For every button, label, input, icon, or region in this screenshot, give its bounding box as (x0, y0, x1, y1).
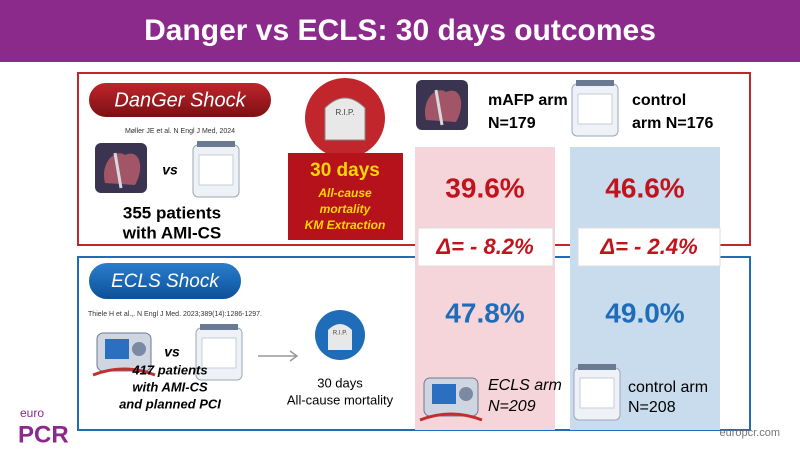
danger-box (77, 72, 751, 246)
endpoint: All-cause mortality (287, 392, 394, 407)
tombstone (328, 324, 352, 350)
endpoint: mortality (320, 202, 372, 216)
arrow (258, 350, 299, 362)
title: Danger vs ECLS: 30 days outcomes (144, 14, 656, 47)
logo-top: euro (20, 406, 44, 420)
reference: Thiele H et al.,. N Engl J Med. 2023;389… (88, 311, 262, 318)
mortality: 47.8% (445, 297, 524, 328)
arm-name: mAFP arm (488, 92, 568, 109)
rip: R.I.P. (333, 331, 348, 337)
mortality: 46.6% (605, 172, 684, 203)
ecls-box (77, 256, 751, 431)
vs: vs (164, 344, 180, 360)
title-bar (0, 0, 800, 62)
heart-image (414, 78, 470, 132)
endpoint: 30 days (317, 375, 363, 390)
heart-image (93, 141, 149, 195)
bag-image (192, 140, 240, 198)
endpoint: All-cause (317, 186, 372, 200)
arm-n: N=209 (488, 398, 536, 415)
patients: with AMI-CS (132, 379, 208, 394)
bag-image (571, 79, 619, 137)
bag-image (573, 363, 621, 421)
patients: with AMI-CS (122, 223, 222, 242)
endpoint: 30 days (310, 160, 380, 181)
danger-pill (87, 81, 273, 119)
mortality: 39.6% (445, 172, 524, 203)
delta-box (577, 227, 721, 267)
endpoint-box (288, 153, 403, 240)
delta-box (417, 227, 554, 267)
patients: 355 patients (123, 203, 221, 222)
url: europcr.com (719, 427, 780, 439)
patients: 417 patients (131, 362, 207, 377)
reference: Møller JE et al. N Engl J Med, 2024 (125, 128, 235, 135)
arm-name: ECLS arm (488, 377, 562, 394)
endpoint: KM Extraction (305, 218, 386, 232)
mortality: 49.0% (605, 297, 684, 328)
control-name: control arm (628, 379, 708, 396)
control-name: control (632, 92, 686, 109)
danger-label: DanGer Shock (114, 89, 246, 111)
tombstone (324, 97, 366, 141)
logo: PCR (18, 421, 69, 448)
pump-image (418, 376, 484, 422)
ecls-pill (87, 261, 243, 301)
control-n: arm N=176 (632, 115, 713, 132)
rip: R.I.P. (336, 108, 355, 117)
patients: and planned PCI (119, 396, 221, 411)
vs: vs (162, 162, 178, 178)
delta: Δ= - 8.2% (435, 234, 533, 259)
ecls-label: ECLS Shock (111, 271, 220, 292)
arm-n: N=179 (488, 115, 536, 132)
delta: Δ= - 2.4% (599, 234, 697, 259)
control-n: N=208 (628, 399, 676, 416)
